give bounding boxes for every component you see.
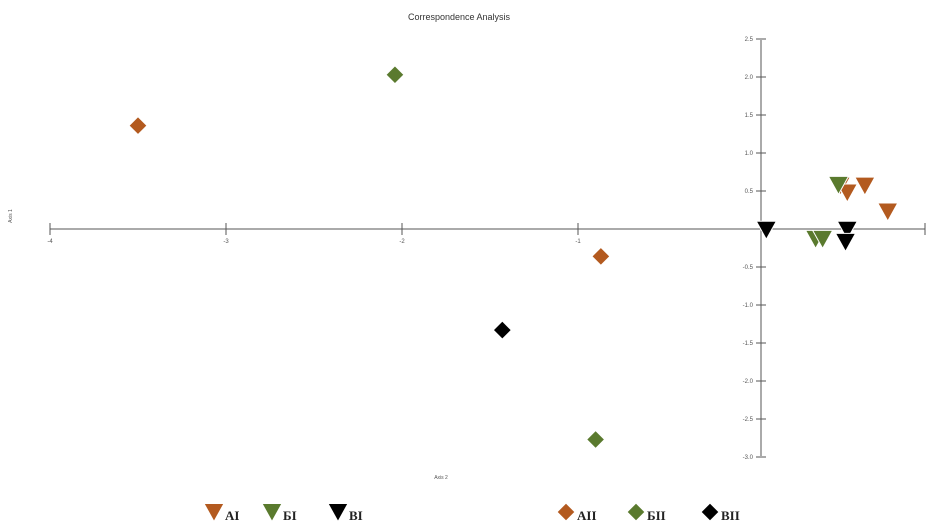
legend-marker xyxy=(203,503,225,523)
axes: -4 -3 -2 -1 2.5 2.0 1.5 1.0 0.5 -0.5 -1.0 -1.5 -2.0 -… xyxy=(47,37,926,461)
legend-label: AII xyxy=(577,508,597,523)
legend-marker xyxy=(261,503,283,523)
y-tick-label: -0.5 xyxy=(743,265,754,271)
y-tick-label: -2.5 xyxy=(743,417,754,423)
legend-marker xyxy=(700,502,720,522)
data-point xyxy=(811,229,834,250)
y-tick-label: 0.5 xyxy=(745,189,754,195)
data-point xyxy=(876,202,899,223)
data-point xyxy=(854,176,876,197)
y-tick-label: 1.5 xyxy=(745,113,754,119)
y-tick-label: -3.0 xyxy=(743,455,754,461)
legend-label: BI xyxy=(349,508,363,523)
y-axis-title: Axis 1 xyxy=(8,209,14,223)
legend-label: BII xyxy=(721,508,740,523)
legend-label: AI xyxy=(225,508,239,523)
x-tick-label: -1 xyxy=(575,239,581,245)
legend-label: БII xyxy=(647,508,666,523)
legend-marker xyxy=(556,502,576,522)
chart-title: Correspondence Analysis xyxy=(408,12,511,22)
data-point xyxy=(755,220,778,241)
y-tick-label: 2.0 xyxy=(745,75,754,81)
legend-label: БI xyxy=(283,508,297,523)
y-tick-label: 1.0 xyxy=(745,151,754,157)
data-point xyxy=(836,220,859,241)
legend-marker xyxy=(327,503,349,523)
data-point xyxy=(128,115,148,136)
y-tick-label: -2.0 xyxy=(743,379,754,385)
y-tick-label: -1.0 xyxy=(743,303,754,309)
x-axis-title: Axis 2 xyxy=(434,475,448,481)
data-points xyxy=(128,65,899,450)
data-point xyxy=(385,65,405,85)
x-tick-label: -3 xyxy=(223,239,229,245)
data-point xyxy=(492,320,513,340)
data-point xyxy=(585,429,606,450)
data-point xyxy=(827,175,850,196)
x-tick-label: -4 xyxy=(47,239,53,245)
data-point xyxy=(591,246,611,267)
x-tick-label: -2 xyxy=(399,239,405,245)
legend-marker xyxy=(626,502,646,522)
y-tick-label: 2.5 xyxy=(745,37,754,43)
data-point xyxy=(834,232,857,253)
y-tick-label: -1.5 xyxy=(743,341,754,347)
legend: AI БI BI AII БII BII xyxy=(203,502,740,523)
